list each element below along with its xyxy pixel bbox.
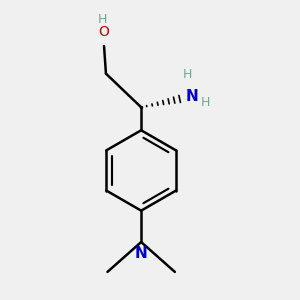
Text: H: H [182,68,192,80]
Text: N: N [186,89,199,104]
Text: N: N [135,246,148,261]
Text: O: O [99,25,110,39]
Text: H: H [200,96,210,109]
Text: H: H [98,13,107,26]
